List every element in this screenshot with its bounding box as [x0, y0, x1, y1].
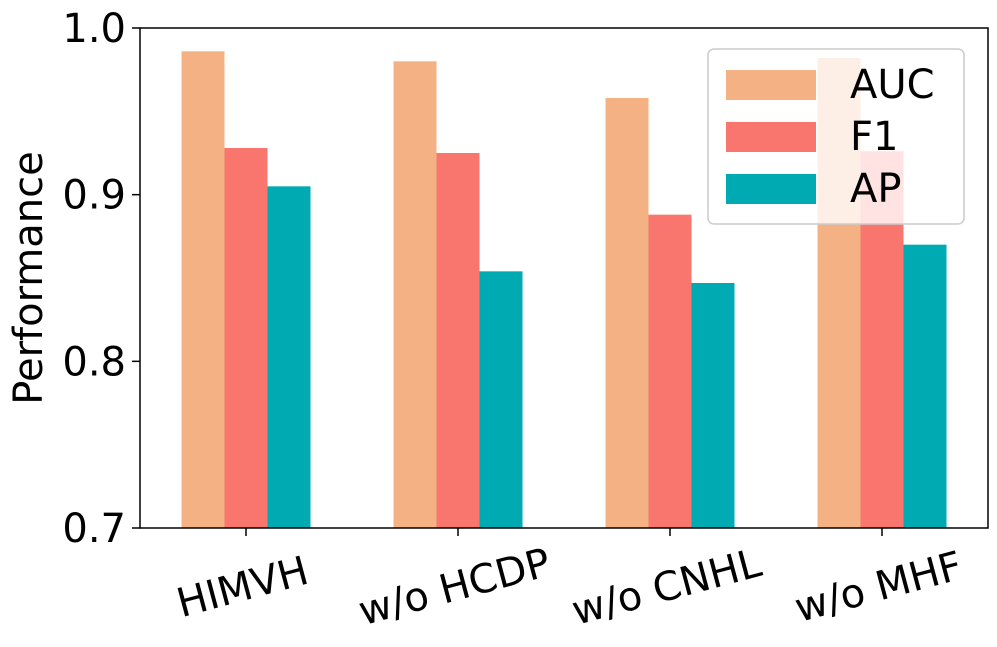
bar-ap-0	[267, 186, 311, 529]
bar-f1-0	[224, 148, 268, 528]
bar-ap-2	[691, 283, 735, 528]
legend-label-auc: AUC	[850, 62, 935, 108]
legend-label-f1: F1	[850, 114, 898, 160]
y-tick-label-2: 0.9	[62, 173, 126, 219]
y-tick-label-0: 0.7	[62, 506, 126, 552]
bar-auc-2	[605, 98, 649, 528]
bar-auc-1	[393, 61, 437, 528]
legend-swatch-f1	[726, 122, 816, 152]
bar-auc-0	[181, 51, 225, 528]
y-axis-label: Performance	[6, 151, 52, 404]
bar-ap-3	[903, 244, 947, 528]
bar-ap-1	[479, 271, 523, 528]
legend: AUC F1 AP	[707, 48, 965, 225]
x-tick-label-2: w/o CNHL	[567, 540, 767, 635]
bar-f1-1	[436, 153, 480, 528]
x-tick-label-1: w/o HCDP	[354, 540, 556, 635]
plot-frame	[139, 27, 989, 529]
legend-label-ap: AP	[850, 166, 901, 212]
x-tick-label-0: HIMVH	[172, 548, 313, 627]
x-tick-label-3: w/o MHF	[790, 543, 967, 632]
legend-swatch-ap	[726, 174, 816, 204]
y-tick-label-3: 1.0	[62, 6, 126, 52]
bar-f1-2	[648, 214, 692, 528]
legend-swatch-auc	[726, 70, 816, 100]
y-axis: 0.7 0.8 0.9 1.0	[62, 6, 140, 552]
x-axis: HIMVH w/o HCDP w/o CNHL w/o MHF	[172, 528, 967, 635]
y-tick-label-1: 0.8	[62, 339, 126, 385]
